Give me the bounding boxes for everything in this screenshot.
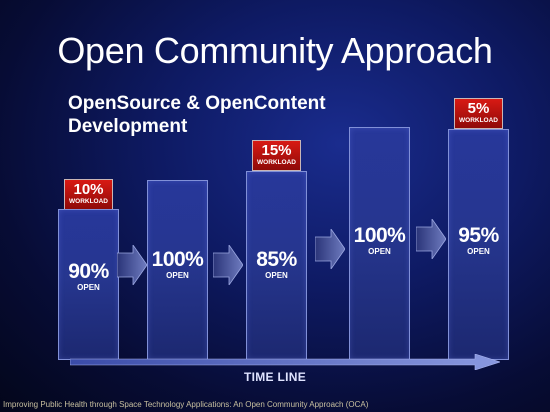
workload-box-5: 5% WORKLOAD — [454, 98, 503, 129]
timeline-arrow-icon — [70, 354, 500, 370]
arrow-right-icon — [117, 245, 147, 285]
open-percent: 90% — [68, 260, 109, 283]
slide-subtitle: OpenSource & OpenContent Development — [68, 93, 326, 137]
open-percent: 95% — [458, 224, 499, 247]
open-column-1: 90% OPEN — [58, 209, 119, 360]
workload-box-3: 15% WORKLOAD — [252, 140, 301, 171]
open-column-5: 95% OPEN — [448, 129, 509, 360]
workload-percent: 10% — [73, 181, 104, 198]
workload-percent: 15% — [261, 142, 292, 159]
open-column-4: 100% OPEN — [349, 127, 410, 360]
workload-percent: 5% — [467, 100, 490, 117]
open-label: OPEN — [467, 247, 490, 256]
open-column-3: 85% OPEN — [246, 171, 307, 360]
timeline-label: TIME LINE — [243, 370, 307, 384]
open-percent: 100% — [353, 224, 406, 247]
arrow-right-icon — [213, 245, 243, 285]
open-label: OPEN — [166, 271, 189, 280]
workload-label: WORKLOAD — [69, 198, 108, 205]
open-percent: 85% — [256, 248, 297, 271]
open-label: OPEN — [77, 283, 100, 292]
workload-box-1: 10% WORKLOAD — [64, 179, 113, 210]
open-label: OPEN — [368, 247, 391, 256]
open-percent: 100% — [151, 248, 204, 271]
slide-title: Open Community Approach — [57, 30, 493, 71]
workload-label: WORKLOAD — [257, 159, 296, 166]
slide-footer: Improving Public Health through Space Te… — [3, 400, 369, 409]
workload-label: WORKLOAD — [459, 117, 498, 124]
arrow-right-icon — [416, 219, 446, 259]
open-column-2: 100% OPEN — [147, 180, 208, 360]
open-label: OPEN — [265, 271, 288, 280]
arrow-right-icon — [315, 229, 345, 269]
